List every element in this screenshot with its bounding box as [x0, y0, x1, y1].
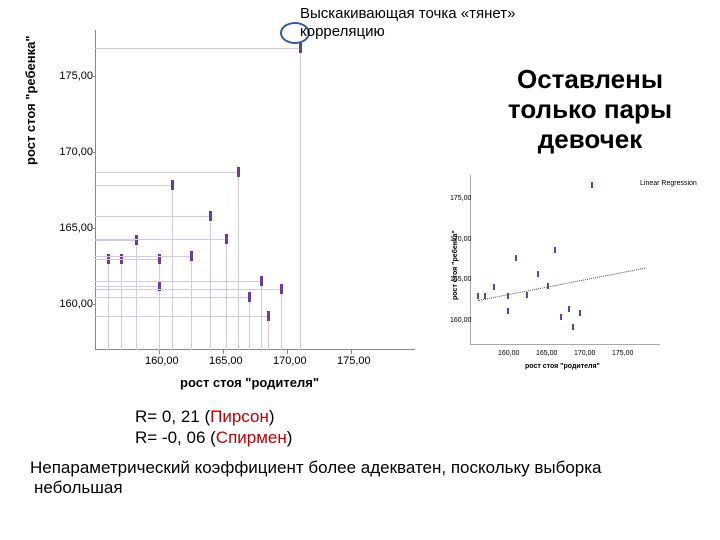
chart1-point: [135, 235, 138, 245]
chart1-point: [260, 276, 263, 286]
chart2-xlabel: рост стоя "родителя": [525, 363, 600, 370]
chart1-ytick: 160,00: [55, 298, 93, 310]
chart2-ytick: 170,00: [450, 236, 471, 243]
chart1-point: [237, 167, 240, 177]
bottom-note: Непараметрический коэффициент более адек…: [30, 458, 690, 499]
pearson-line: R= 0, 21 (Пирсон): [135, 406, 292, 427]
chart2-point: [537, 271, 539, 277]
chart2-point: [554, 247, 556, 253]
chart1-point: [299, 43, 302, 53]
chart1-plot-area: [95, 30, 415, 350]
chart1-ylabel: рост стоя "ребенка": [23, 36, 38, 166]
chart1-point: [190, 251, 193, 261]
chart2-point: [579, 310, 581, 316]
chart2-point: [515, 255, 517, 261]
chart1-ytick: 175,00: [55, 70, 93, 82]
stat-lines: R= 0, 21 (Пирсон) R= -0, 06 (Спирмен): [135, 406, 292, 449]
chart1-point: [225, 234, 228, 244]
chart2-ytick: 175,00: [450, 195, 471, 202]
chart2-point: [572, 324, 574, 330]
chart2-point: [560, 314, 562, 320]
chart2-point: [493, 284, 495, 290]
annotation-line1: Выскакивающая точка «тянет»: [300, 5, 515, 22]
chart1-xtick: 160,00: [145, 355, 179, 367]
chart2-point: [477, 293, 479, 299]
chart2-point: [526, 292, 528, 298]
title-right: Оставлены только пары девочек: [480, 65, 700, 155]
chart1-ytick: 170,00: [55, 146, 93, 158]
chart1-xtick: 170,00: [273, 355, 307, 367]
chart1-point: [280, 284, 283, 294]
chart2-xtick: 165,00: [536, 350, 557, 357]
chart2-point: [591, 182, 593, 188]
spearman-line: R= -0, 06 (Спирмен): [135, 427, 292, 448]
chart2-point: [568, 306, 570, 312]
chart1-point: [248, 292, 251, 302]
chart2-ytick: 160,00: [450, 317, 471, 324]
chart1-point: [209, 211, 212, 221]
chart1-point: [171, 180, 174, 190]
chart2-ytick: 165,00: [450, 276, 471, 283]
chart2-plot-area: [470, 175, 660, 345]
chart1-point: [267, 311, 270, 321]
chart2-xtick: 170,00: [574, 350, 595, 357]
chart2-point: [507, 308, 509, 314]
chart1-xlabel: рост стоя "родителя": [180, 375, 319, 390]
chart1-xtick: 165,00: [209, 355, 243, 367]
chart2-xtick: 175,00: [612, 350, 633, 357]
chart1-ytick: 165,00: [55, 222, 93, 234]
chart1-xtick: 175,00: [337, 355, 371, 367]
chart2-xtick: 160,00: [498, 350, 519, 357]
